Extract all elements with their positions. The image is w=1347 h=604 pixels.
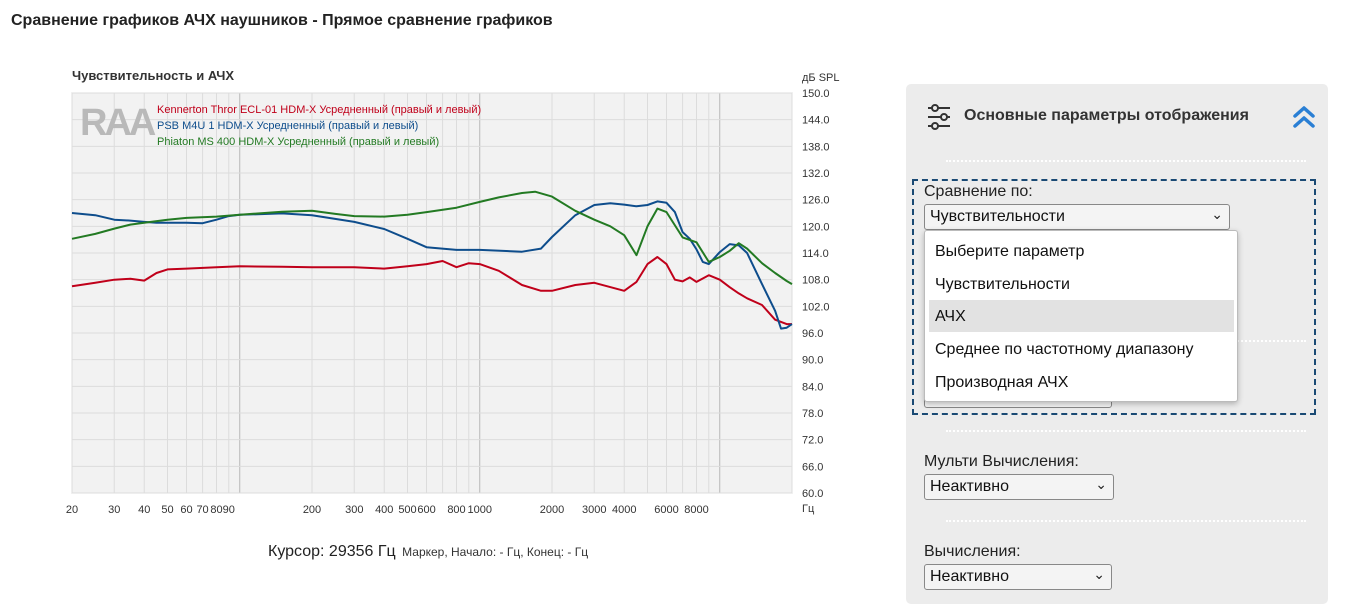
cursor-readout: Курсор: 29356 Гц Маркер, Начало: - Гц, К… — [268, 543, 588, 561]
compare-label: Сравнение по: — [924, 183, 1033, 200]
x-tick-label: 60 — [180, 504, 192, 516]
series-line — [71, 200, 793, 330]
y-tick-label: 150.0 — [802, 88, 830, 100]
compare-section — [912, 179, 1316, 415]
dropdown-option[interactable]: Чувствительности — [935, 276, 1070, 293]
sliders-icon — [928, 104, 950, 130]
dropdown-option[interactable]: Среднее по частотному диапазону — [935, 341, 1194, 358]
x-tick-label: 20 — [66, 504, 78, 516]
x-tick-label: 70 — [196, 504, 208, 516]
chevron-down-icon: ⌄ — [1093, 566, 1105, 582]
multi-calc-label: Мульти Вычисления: — [924, 453, 1079, 470]
x-tick-label: 2000 — [540, 504, 564, 516]
y-tick-label: 144.0 — [802, 115, 830, 127]
y-tick-label: 126.0 — [802, 195, 830, 207]
dropdown-option[interactable]: Выберите параметр — [935, 243, 1085, 260]
y-tick-label: 120.0 — [802, 221, 830, 233]
y-tick-label: 96.0 — [802, 328, 823, 340]
x-tick-label: 80 — [210, 504, 222, 516]
x-tick-label: 200 — [303, 504, 321, 516]
y-tick-label: 72.0 — [802, 435, 823, 447]
divider — [946, 520, 1306, 522]
frequency-response-chart[interactable]: Чувствительность и АЧХ дБ SPL Гц 60.0 66.… — [0, 60, 880, 530]
dropdown-option-highlighted[interactable]: АЧХ — [929, 300, 1234, 332]
calc-value: Неактивно — [930, 568, 1010, 585]
compare-select-value: Чувствительности — [930, 208, 1065, 225]
legend-entry: Phiaton MS 400 HDM-X Усредненный (правый… — [157, 136, 439, 148]
y-axis-unit-label: дБ SPL — [802, 72, 840, 84]
y-tick-label: 90.0 — [802, 355, 823, 367]
panel-title: Основные параметры отображения — [964, 107, 1249, 124]
dropdown-option[interactable]: Производная АЧХ — [935, 374, 1069, 391]
panel-header[interactable]: Основные параметры отображения — [926, 102, 1315, 132]
compare-dropdown-list[interactable]: Выберите параметр Чувствительности АЧХ С… — [924, 230, 1238, 402]
y-tick-label: 132.0 — [802, 168, 830, 180]
x-tick-label: 30 — [108, 504, 120, 516]
y-tick-label: 108.0 — [802, 275, 830, 287]
double-chevron-up-icon[interactable] — [1292, 104, 1316, 130]
cursor-label: Курсор: — [268, 543, 325, 560]
series-line — [71, 190, 793, 285]
y-tick-label: 102.0 — [802, 301, 830, 313]
x-tick-label: 400 — [375, 504, 393, 516]
y-tick-label: 66.0 — [802, 461, 823, 473]
marker-readout: Маркер, Начало: - Гц, Конец: - Гц — [402, 545, 589, 559]
divider — [946, 430, 1306, 432]
cursor-value: 29356 Гц — [328, 543, 396, 560]
plot-area — [71, 92, 793, 494]
chevron-down-icon: ⌄ — [1095, 476, 1107, 492]
page-title: Сравнение графиков АЧХ наушников - Прямо… — [11, 12, 553, 29]
x-tick-label: 3000 — [582, 504, 606, 516]
x-tick-label: 800 — [447, 504, 465, 516]
x-tick-label: 8000 — [684, 504, 708, 516]
multi-calc-value: Неактивно — [930, 478, 1010, 495]
watermark-logo: RAA — [80, 102, 156, 144]
calc-label: Вычисления: — [924, 543, 1021, 560]
x-tick-label: 90 — [223, 504, 235, 516]
x-tick-label: 40 — [138, 504, 150, 516]
x-tick-label: 4000 — [612, 504, 636, 516]
x-tick-label: 1000 — [468, 504, 492, 516]
y-tick-label: 138.0 — [802, 141, 830, 153]
chart-title: Чувствительность и АЧХ — [72, 68, 234, 83]
x-tick-label: 500 — [398, 504, 416, 516]
x-tick-label: 50 — [161, 504, 173, 516]
y-tick-label: 84.0 — [802, 381, 823, 393]
series-line — [71, 256, 792, 326]
x-tick-label: 300 — [345, 504, 363, 516]
multi-calc-select[interactable]: Неактивно ⌄ — [924, 474, 1114, 500]
compare-select[interactable]: Чувствительности ⌄ — [924, 204, 1230, 230]
chevron-down-icon: ⌄ — [1211, 206, 1223, 222]
x-axis-unit-label: Гц — [802, 503, 815, 515]
y-tick-label: 78.0 — [802, 408, 823, 420]
divider — [946, 160, 1306, 162]
legend-entry: PSB M4U 1 HDM-X Усредненный (правый и ле… — [157, 120, 418, 132]
legend-entry: Kennerton Thror ECL-01 HDM-X Усредненный… — [157, 104, 481, 116]
y-tick-label: 114.0 — [802, 248, 829, 260]
y-tick-label: 60.0 — [802, 488, 823, 500]
x-tick-label: 600 — [417, 504, 435, 516]
x-tick-label: 6000 — [654, 504, 678, 516]
calc-select[interactable]: Неактивно ⌄ — [924, 564, 1112, 590]
